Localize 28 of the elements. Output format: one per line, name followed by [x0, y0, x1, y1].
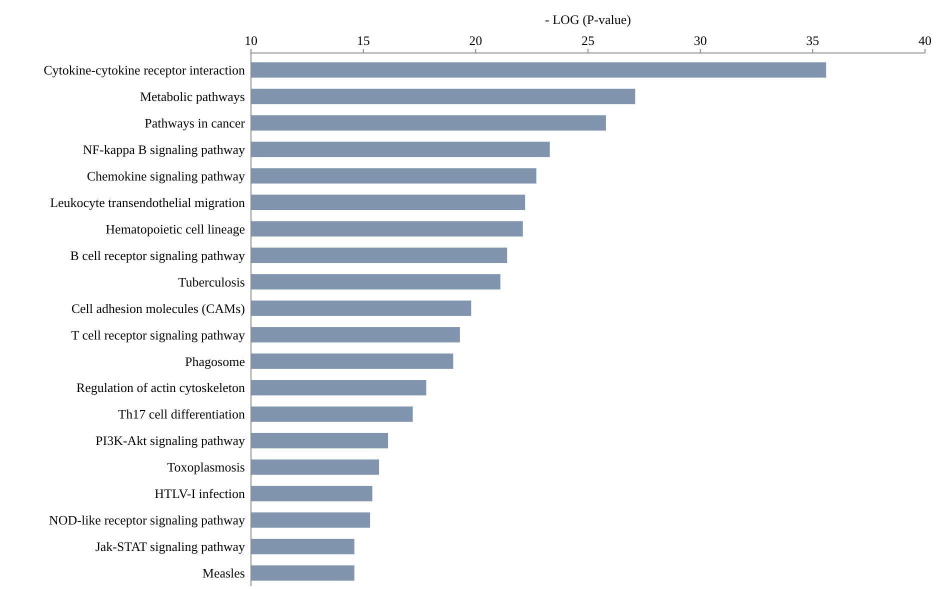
x-tick-label: 40 — [918, 33, 932, 48]
x-tick-label: 25 — [582, 33, 594, 48]
y-tick-label: Metabolic pathways — [140, 89, 245, 104]
y-tick-label: NF-kappa B signaling pathway — [82, 142, 246, 157]
y-tick-label: B cell receptor signaling pathway — [70, 248, 246, 263]
y-tick-label: Regulation of actin cytoskeleton — [76, 380, 246, 396]
y-tick-label: Tuberculosis — [178, 274, 245, 290]
y-tick-label: Jak-STAT signaling pathway — [95, 539, 246, 554]
x-tick-label: 35 — [806, 33, 820, 48]
y-tick-label: PI3K-Akt signaling pathway — [96, 433, 246, 448]
y-tick-label: HTLV-I infection — [154, 486, 246, 502]
y-tick-label: Pathways in cancer — [144, 115, 246, 130]
x-tick-label: 15 — [356, 33, 370, 48]
y-tick-label: Cytokine-cytokine receptor interaction — [44, 62, 246, 78]
y-tick-label: NOD-like receptor signaling pathway — [48, 512, 246, 528]
y-tick-label: Leukocyte transendothelial migration — [50, 194, 246, 210]
x-tick-label: 10 — [244, 33, 258, 48]
x-tick-label: 30 — [694, 33, 707, 48]
y-tick-label: Th17 cell differentiation — [118, 406, 246, 422]
y-tick-label: Chemokine signaling pathway — [86, 168, 246, 184]
y-tick-label: Measles — [202, 566, 245, 581]
y-tick-label: Cell adhesion molecules (CAMs) — [71, 300, 245, 316]
y-tick-label: T cell receptor signaling pathway — [71, 327, 246, 342]
y-tick-label: Phagosome — [185, 354, 246, 369]
x-tick-label: 20 — [469, 33, 482, 48]
y-tick-label: Hematopoietic cell lineage — [106, 221, 246, 236]
y-tick-label: Toxoplasmosis — [167, 460, 245, 475]
x-axis-title: - LOG (P-value) — [545, 12, 631, 27]
